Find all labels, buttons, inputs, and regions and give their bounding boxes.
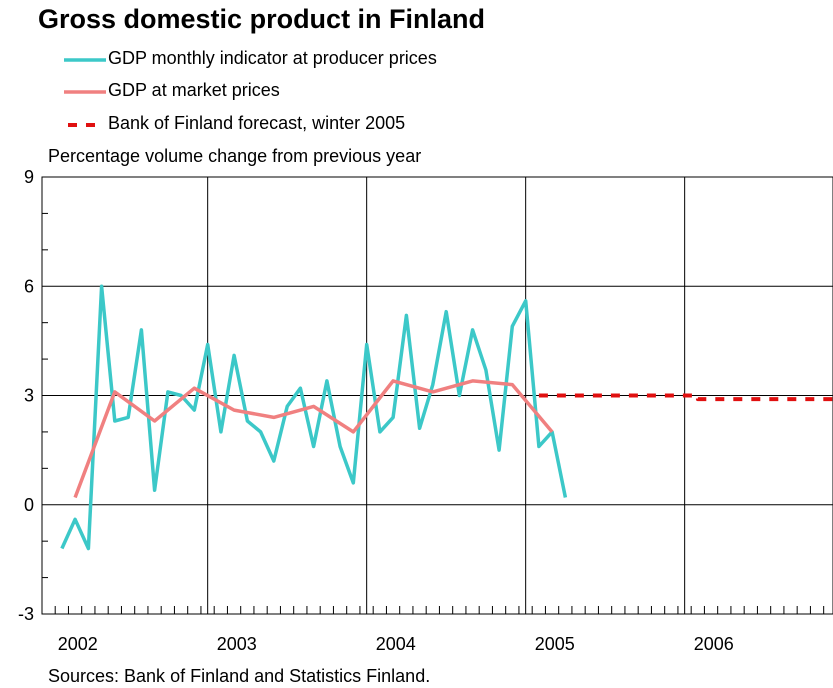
legend-swatch-market-prices xyxy=(64,90,106,94)
y-tick-label: 3 xyxy=(24,386,34,406)
y-tick-label: -3 xyxy=(18,604,34,624)
legend-label-market-prices: GDP at market prices xyxy=(108,80,280,100)
x-tick-label: 2002 xyxy=(58,634,98,654)
x-tick-label: 2003 xyxy=(217,634,257,654)
y-tick-label: 0 xyxy=(24,495,34,515)
y-tick-label: 9 xyxy=(24,167,34,187)
y-axis-label: Percentage volume change from previous y… xyxy=(48,146,422,166)
legend-item-monthly-indicator: GDP monthly indicator at producer prices xyxy=(0,48,600,72)
legend-swatch-monthly-indicator xyxy=(64,58,106,62)
source-note: Sources: Bank of Finland and Statistics … xyxy=(48,666,431,686)
legend-label-forecast: Bank of Finland forecast, winter 2005 xyxy=(108,113,406,133)
legend-item-forecast: Bank of Finland forecast, winter 2005 xyxy=(0,113,600,137)
series-monthly-indicator-line xyxy=(60,284,568,551)
legend-label-monthly-indicator: GDP monthly indicator at producer prices xyxy=(108,48,437,68)
series-forecast-line xyxy=(538,393,833,402)
chart-title: Gross domestic product in Finland xyxy=(38,4,486,34)
x-tick-label: 2004 xyxy=(376,634,416,654)
legend-item-market-prices: GDP at market prices xyxy=(0,80,600,104)
x-tick-label: 2005 xyxy=(535,634,575,654)
x-tick-label: 2006 xyxy=(694,634,734,654)
series-market-prices-line xyxy=(73,379,554,499)
y-tick-label: 6 xyxy=(24,276,34,296)
legend-swatch-forecast xyxy=(68,123,104,127)
